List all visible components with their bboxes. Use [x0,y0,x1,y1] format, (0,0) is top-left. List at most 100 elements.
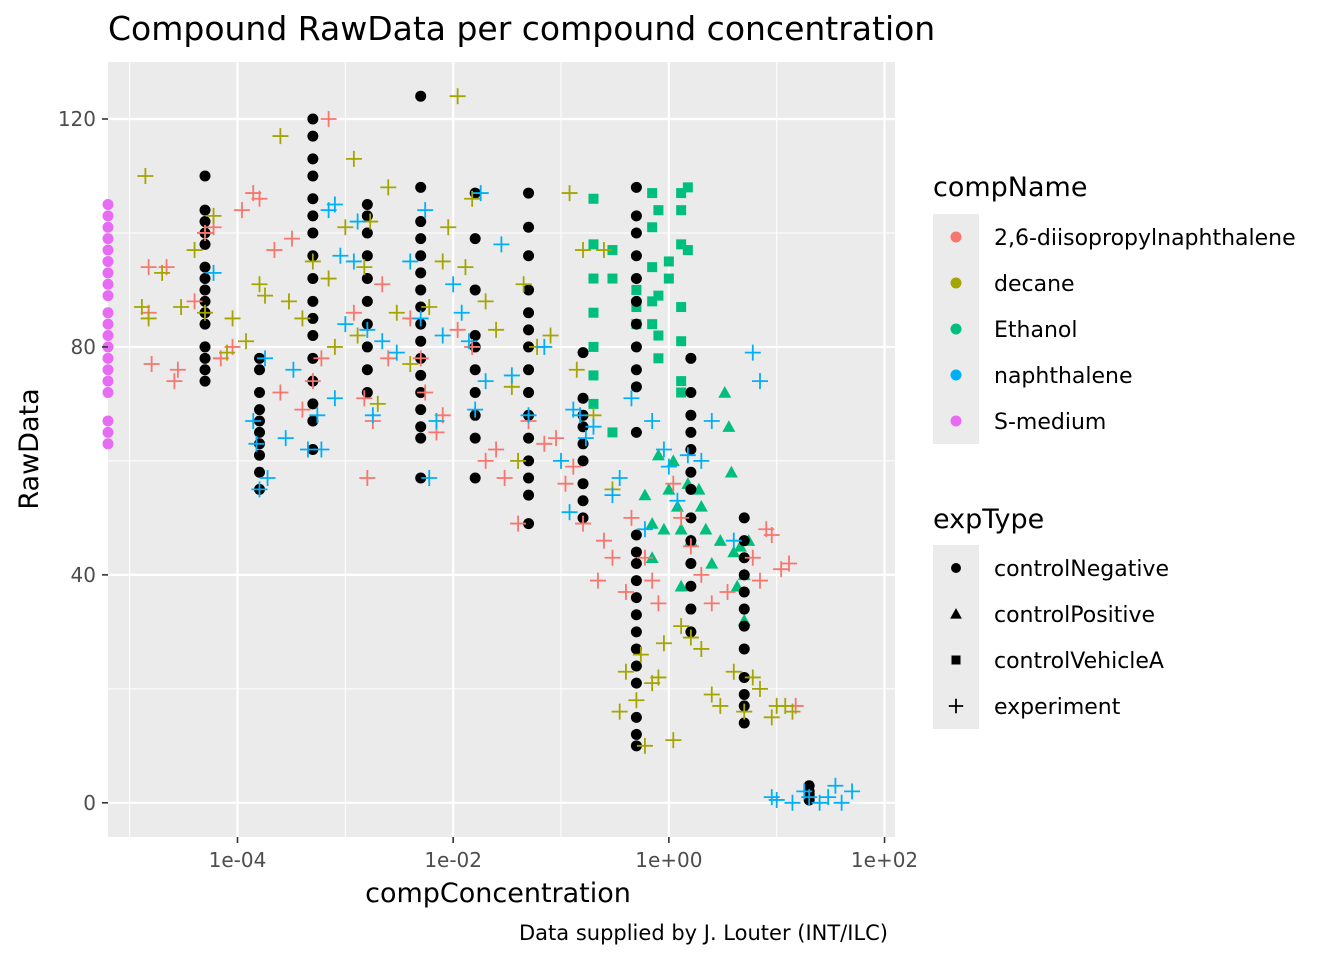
data-point [647,222,658,233]
legend-exptype-label: controlPositive [994,603,1155,628]
data-point [102,375,114,387]
data-point [345,304,362,321]
data-point [653,353,664,364]
data-point [251,190,268,207]
data-point [725,532,742,549]
data-point [257,287,274,304]
data-point [102,198,114,210]
data-point [523,250,535,262]
chart-caption: Data supplied by J. Louter (INT/ILC) [519,921,888,945]
data-point [682,538,699,555]
data-point [768,791,785,808]
data-point [703,595,720,612]
data-point [326,338,343,355]
legend-exptype-label: controlNegative [994,557,1169,582]
data-point [361,341,373,353]
data-point [272,128,289,145]
data-point [623,509,640,526]
legend-color-swatch [950,231,962,243]
data-point [585,418,602,435]
data-point [173,299,190,316]
data-point [345,253,362,270]
data-point [412,350,429,367]
data-point [630,609,642,621]
data-point [307,330,319,342]
data-point [428,413,445,430]
data-point [469,284,481,296]
legend-exptype-label: controlVehicleA [994,649,1164,674]
x-tick-label: 1e+00 [635,848,702,872]
data-point [102,278,114,290]
data-point [588,193,599,204]
data-point [676,302,687,313]
data-point [588,239,599,250]
data-point [588,307,599,318]
data-point [801,789,818,806]
x-tick-label: 1e+02 [851,848,918,872]
data-point [469,364,481,376]
data-point [568,361,585,378]
data-point [663,273,674,284]
data-point [607,245,618,256]
data-point [307,415,319,427]
data-point [628,692,645,709]
data-point [784,794,801,811]
data-point [523,489,535,501]
legend-compname-label: naphthalene [994,364,1133,389]
data-point [364,407,381,424]
data-point [685,512,697,524]
data-point [307,193,319,205]
data-point [577,392,589,404]
data-point [630,557,642,569]
data-point [199,170,211,182]
data-point [309,407,326,424]
data-point [738,717,750,729]
data-point [738,586,750,598]
data-point [682,245,693,256]
data-point [595,242,612,259]
grid-minor-lines [108,62,895,837]
data-point [665,475,682,492]
data-point [719,583,736,600]
data-point [299,441,316,458]
data-point [143,356,160,373]
data-point [238,333,255,350]
data-point [718,386,732,398]
data-point [332,247,349,264]
data-point [294,310,311,327]
data-point [744,669,761,686]
data-point [630,227,642,239]
data-point [647,319,658,330]
data-point [199,238,211,250]
data-point [197,304,214,321]
data-point [674,579,688,592]
data-point [784,703,801,720]
data-point [469,472,481,484]
data-point [102,387,114,399]
data-point [496,469,513,486]
data-point [650,595,667,612]
data-point [469,432,481,444]
data-point [577,478,589,490]
data-point [345,150,362,167]
data-point [577,495,589,507]
data-point [253,387,265,399]
data-point [199,318,211,330]
data-point [588,341,599,352]
data-point [523,518,535,530]
data-point [577,430,594,447]
data-point [415,421,427,433]
data-point [575,515,592,532]
data-point [102,426,114,438]
data-point [713,534,727,546]
data-point [415,267,427,279]
data-point [630,592,642,604]
data-point [523,307,535,319]
data-point [388,304,405,321]
y-tick-label: 40 [71,563,96,587]
data-point [676,205,687,216]
legend-compname-label: 2,6-diisopropylnaphthalene [994,226,1296,251]
data-point [647,262,658,273]
data-point [653,205,664,216]
data-point [199,295,211,307]
